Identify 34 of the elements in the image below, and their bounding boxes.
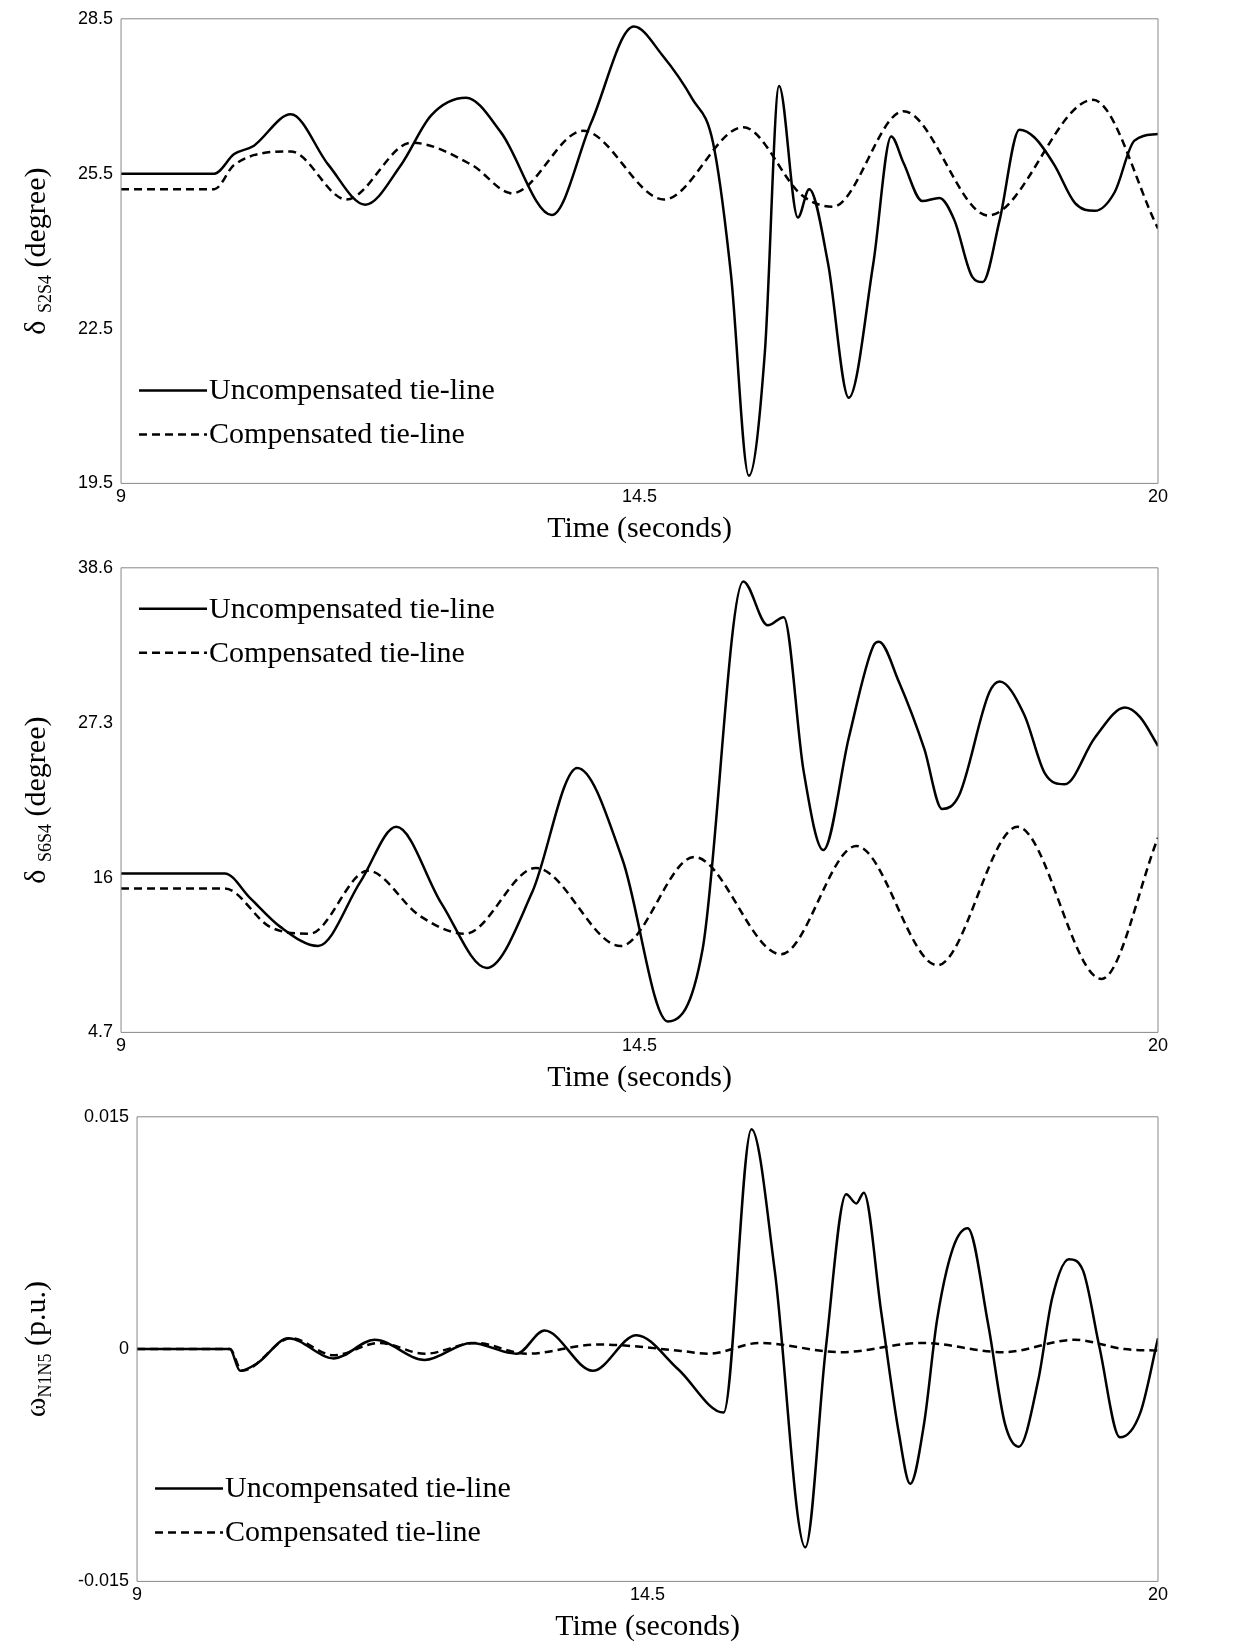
x-tick-label: 20 xyxy=(1147,486,1169,507)
y-tick-label: 25.5 xyxy=(77,162,114,183)
legend-label: Compensated tie-line xyxy=(209,416,465,450)
legend-label: Uncompensated tie-line xyxy=(209,372,495,406)
y-tick-label: 27.3 xyxy=(77,711,114,732)
y-axis-title: δ S6S4 (degree) xyxy=(18,716,55,884)
y-axis-title: ωN1N5 (p.u.) xyxy=(18,1280,55,1418)
legend-label: Uncompensated tie-line xyxy=(209,590,495,624)
legend-label: Compensated tie-line xyxy=(225,1514,481,1548)
y-tick-label: 16 xyxy=(93,866,114,887)
legend-label: Uncompensated tie-line xyxy=(225,1470,511,1504)
x-tick-label: 20 xyxy=(1147,1035,1169,1056)
x-tick-label: 14.5 xyxy=(621,486,658,507)
x-axis-title: Time (seconds) xyxy=(547,510,732,544)
y-tick-label: 22.5 xyxy=(77,317,114,338)
y-axis-title: δ S2S4 (degree) xyxy=(18,167,55,335)
y-tick-label: 4.7 xyxy=(88,1021,114,1042)
x-tick-label: 9 xyxy=(116,486,127,507)
line-series xyxy=(121,580,1158,1023)
y-tick-label: 0 xyxy=(119,1338,130,1359)
x-axis-title: Time (seconds) xyxy=(547,1059,732,1093)
x-axis-title: Time (seconds) xyxy=(555,1608,740,1642)
x-tick-label: 14.5 xyxy=(630,1584,666,1605)
y-tick-label: 19.5 xyxy=(77,472,114,493)
y-tick-label: -0.015 xyxy=(77,1570,130,1591)
x-tick-label: 9 xyxy=(132,1584,143,1605)
y-tick-label: 0.015 xyxy=(83,1105,130,1126)
x-tick-label: 9 xyxy=(116,1035,127,1056)
y-tick-label: 28.5 xyxy=(77,7,114,28)
legend-label: Compensated tie-line xyxy=(209,634,465,668)
x-tick-label: 14.5 xyxy=(621,1035,658,1056)
line-series xyxy=(121,25,1158,477)
y-tick-label: 38.6 xyxy=(77,556,114,577)
x-tick-label: 20 xyxy=(1147,1584,1169,1605)
